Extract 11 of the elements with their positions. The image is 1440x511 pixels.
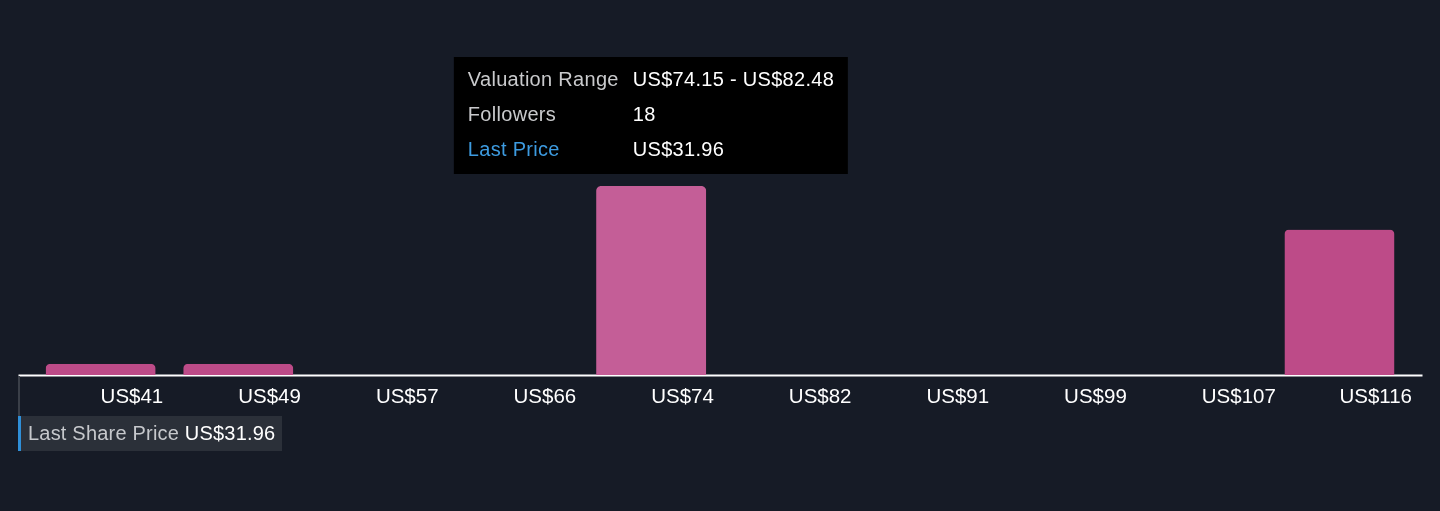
x-tick-label: US$41 bbox=[100, 383, 164, 407]
x-tick-label: US$74 bbox=[651, 383, 714, 407]
x-tick-label: US$82 bbox=[788, 383, 852, 407]
tooltip: Valuation Range US$74.15 - US$82.48 Followers 18 Last Price US$31.96 bbox=[453, 57, 849, 174]
x-tick-label: US$116 bbox=[1339, 383, 1412, 407]
x-tick-label: US$91 bbox=[926, 383, 990, 407]
x-tick-label: US$107 bbox=[1201, 383, 1276, 407]
x-tick-label: US$66 bbox=[513, 383, 577, 407]
x-tick-label: US$49 bbox=[238, 383, 301, 407]
x-tick-label: US$57 bbox=[375, 383, 439, 407]
x-tick-label: US$99 bbox=[1064, 383, 1127, 407]
